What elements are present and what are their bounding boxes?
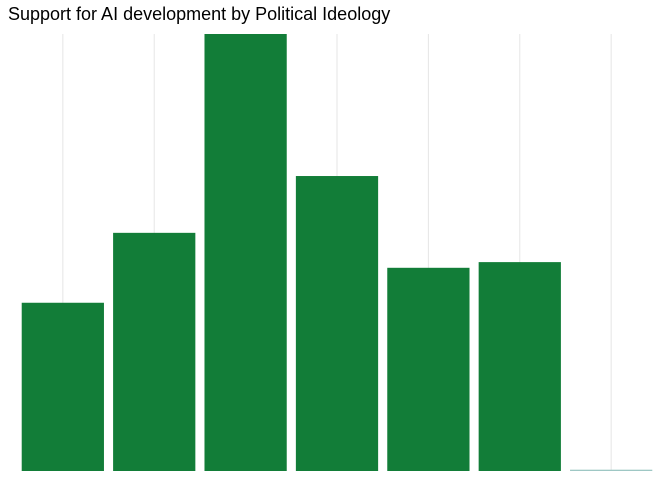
bar-7 (570, 469, 653, 471)
bar-1 (21, 302, 104, 471)
bar-2 (113, 232, 196, 471)
chart-title: Support for AI development by Political … (8, 4, 391, 24)
bar-3 (204, 34, 287, 471)
bar-5 (387, 267, 470, 471)
bar-4 (295, 176, 379, 471)
bar-6 (478, 262, 561, 471)
bars (21, 34, 653, 471)
